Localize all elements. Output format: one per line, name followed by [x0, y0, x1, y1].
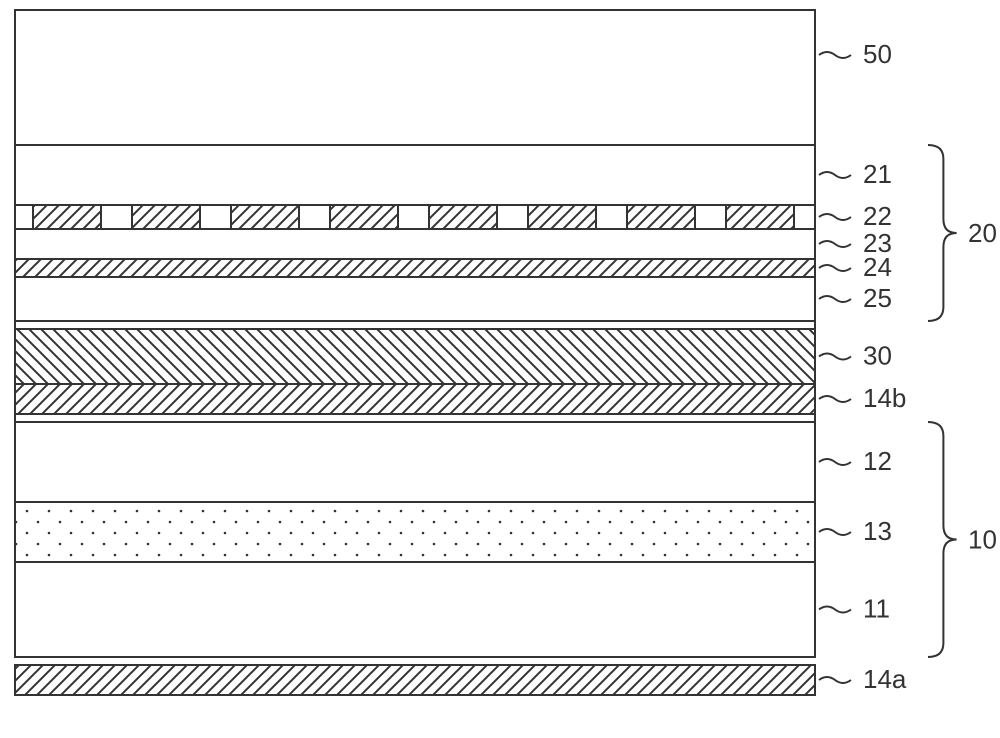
layer-layer14a: [15, 665, 815, 695]
leader-layer21: [819, 172, 851, 178]
segment-1: [132, 205, 200, 229]
leader-layer24: [819, 265, 851, 271]
leader-layer14b: [819, 396, 851, 402]
label-layer22_segments: 22: [863, 201, 892, 231]
leader-layer12: [819, 459, 851, 465]
label-top_blank: 50: [863, 39, 892, 69]
brace-20: [928, 145, 957, 321]
leader-layer25: [819, 296, 851, 302]
layer-layer13: [15, 502, 815, 562]
segment-4: [429, 205, 497, 229]
label-layer14b: 14b: [863, 383, 906, 413]
label-layer30: 30: [863, 341, 892, 371]
label-layer24: 24: [863, 252, 892, 282]
label-layer11: 11: [863, 594, 890, 624]
label-layer25: 25: [863, 283, 892, 313]
layer-layer14b: [15, 384, 815, 414]
brace-10: [928, 422, 957, 657]
label-layer14a: 14a: [863, 664, 907, 694]
segment-5: [528, 205, 596, 229]
leader-layer23: [819, 241, 851, 247]
leader-layer22_segments: [819, 214, 851, 220]
layer-layer24: [15, 259, 815, 277]
layer-diagram: 5021222324253014b12131114a 2010: [0, 0, 1000, 738]
label-layer21: 21: [863, 159, 892, 189]
segment-0: [33, 205, 101, 229]
segment-6: [627, 205, 695, 229]
leader-layer14a: [819, 677, 851, 683]
label-layer13: 13: [863, 516, 892, 546]
group-label-20: 20: [968, 218, 997, 248]
segment-2: [231, 205, 299, 229]
label-layer12: 12: [863, 446, 892, 476]
leader-layer11: [819, 607, 851, 613]
group-label-10: 10: [968, 525, 997, 555]
leader-top_blank: [819, 52, 851, 58]
leader-layer30: [819, 354, 851, 360]
segment-7: [726, 205, 794, 229]
layer-layer30: [15, 329, 815, 384]
leader-layer13: [819, 529, 851, 535]
segment-3: [330, 205, 398, 229]
